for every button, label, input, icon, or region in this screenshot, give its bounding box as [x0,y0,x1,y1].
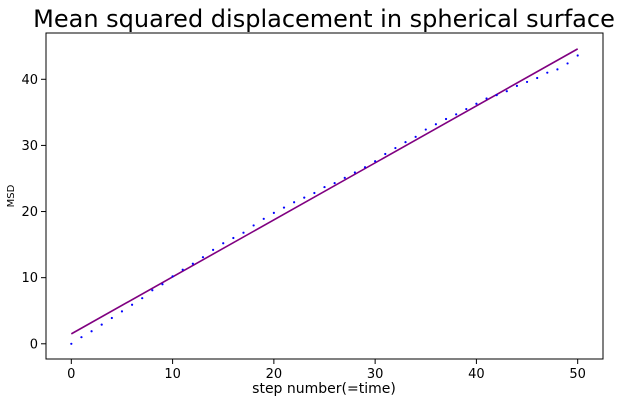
data-point [120,310,124,313]
x-tick-label: 0 [67,367,75,382]
data-point [130,303,134,306]
data-point [475,102,478,105]
data-point [404,141,407,144]
y-tick-label: 30 [21,139,38,154]
data-point [444,117,448,121]
data-point [80,336,83,339]
data-point [212,248,215,251]
data-point [293,201,296,204]
data-point [151,289,154,292]
data-point [100,323,103,326]
data-point [323,185,326,189]
data-point [110,316,113,320]
data-point [384,152,387,156]
points-layer [70,54,579,345]
x-tick-label: 50 [569,367,586,382]
data-point [546,71,549,74]
data-point [374,160,377,163]
x-tick-label: 20 [266,367,283,382]
data-point [505,90,508,93]
data-point [222,242,225,245]
data-point [353,171,356,174]
data-point [70,342,73,345]
y-tick-label: 40 [21,73,38,88]
data-point [525,80,529,84]
data-point [515,84,519,88]
data-point [201,256,205,259]
data-point [424,128,427,131]
data-point [313,191,316,195]
data-point [394,146,397,150]
data-point [252,224,255,227]
data-point [495,94,498,97]
y-tick-label: 0 [30,337,38,352]
plot-frame [45,32,604,360]
data-point [576,54,579,57]
data-point [485,97,488,100]
data-point [90,330,93,333]
data-point [191,262,194,265]
fit-line [70,48,579,335]
data-point [343,176,346,179]
data-point [303,196,306,199]
y-axis-label: MSD [6,184,17,207]
data-point [566,62,569,65]
x-tick-label: 40 [468,367,485,382]
x-tick-label: 10 [164,367,181,382]
data-point [282,206,286,209]
data-point [434,123,437,126]
data-point [242,231,245,234]
chart-title: Mean squared displacement in spherical s… [33,5,615,33]
x-axis-label: step number(=time) [252,381,396,397]
data-point [171,275,174,278]
data-point [272,211,275,214]
data-point [141,297,144,300]
data-point [161,283,164,286]
data-point [465,107,468,111]
x-tick-label: 30 [367,367,384,382]
y-axis-ticks: 0 10 20 30 40 [21,73,46,352]
data-point [262,217,265,220]
data-point [181,268,184,271]
y-tick-label: 20 [21,205,38,220]
data-point [414,135,417,138]
data-point [556,68,559,71]
data-point [363,166,367,169]
data-point [536,76,539,80]
data-point [455,113,458,116]
y-tick-label: 10 [21,271,38,286]
x-axis-ticks: 0 10 20 30 40 50 [67,359,586,382]
data-point [333,182,336,185]
fit-layer [70,48,579,335]
data-point [232,236,235,240]
